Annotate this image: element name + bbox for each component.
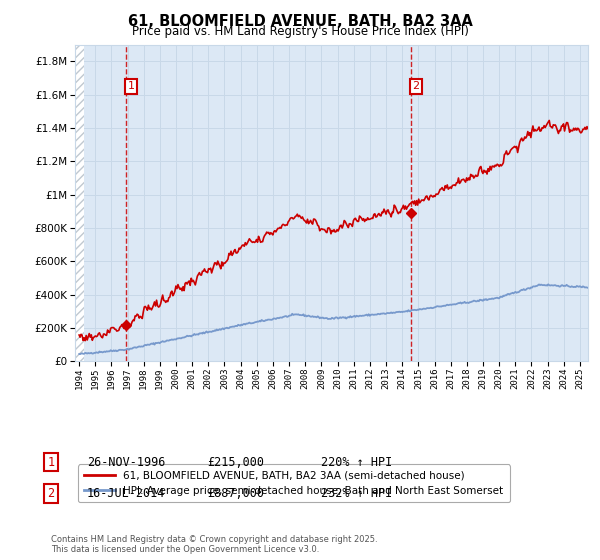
Text: £887,000: £887,000: [207, 487, 264, 501]
Text: 232% ↑ HPI: 232% ↑ HPI: [321, 487, 392, 501]
Text: 2: 2: [413, 81, 419, 91]
Text: 220% ↑ HPI: 220% ↑ HPI: [321, 455, 392, 469]
Text: 2: 2: [47, 487, 55, 501]
Text: 26-NOV-1996: 26-NOV-1996: [87, 455, 166, 469]
Text: 61, BLOOMFIELD AVENUE, BATH, BA2 3AA: 61, BLOOMFIELD AVENUE, BATH, BA2 3AA: [128, 14, 472, 29]
Text: 1: 1: [128, 81, 134, 91]
Text: 1: 1: [47, 455, 55, 469]
Text: £215,000: £215,000: [207, 455, 264, 469]
Text: Contains HM Land Registry data © Crown copyright and database right 2025.
This d: Contains HM Land Registry data © Crown c…: [51, 535, 377, 554]
Legend: 61, BLOOMFIELD AVENUE, BATH, BA2 3AA (semi-detached house), HPI: Average price, : 61, BLOOMFIELD AVENUE, BATH, BA2 3AA (se…: [77, 464, 510, 502]
Text: 16-JUL-2014: 16-JUL-2014: [87, 487, 166, 501]
Text: Price paid vs. HM Land Registry's House Price Index (HPI): Price paid vs. HM Land Registry's House …: [131, 25, 469, 38]
